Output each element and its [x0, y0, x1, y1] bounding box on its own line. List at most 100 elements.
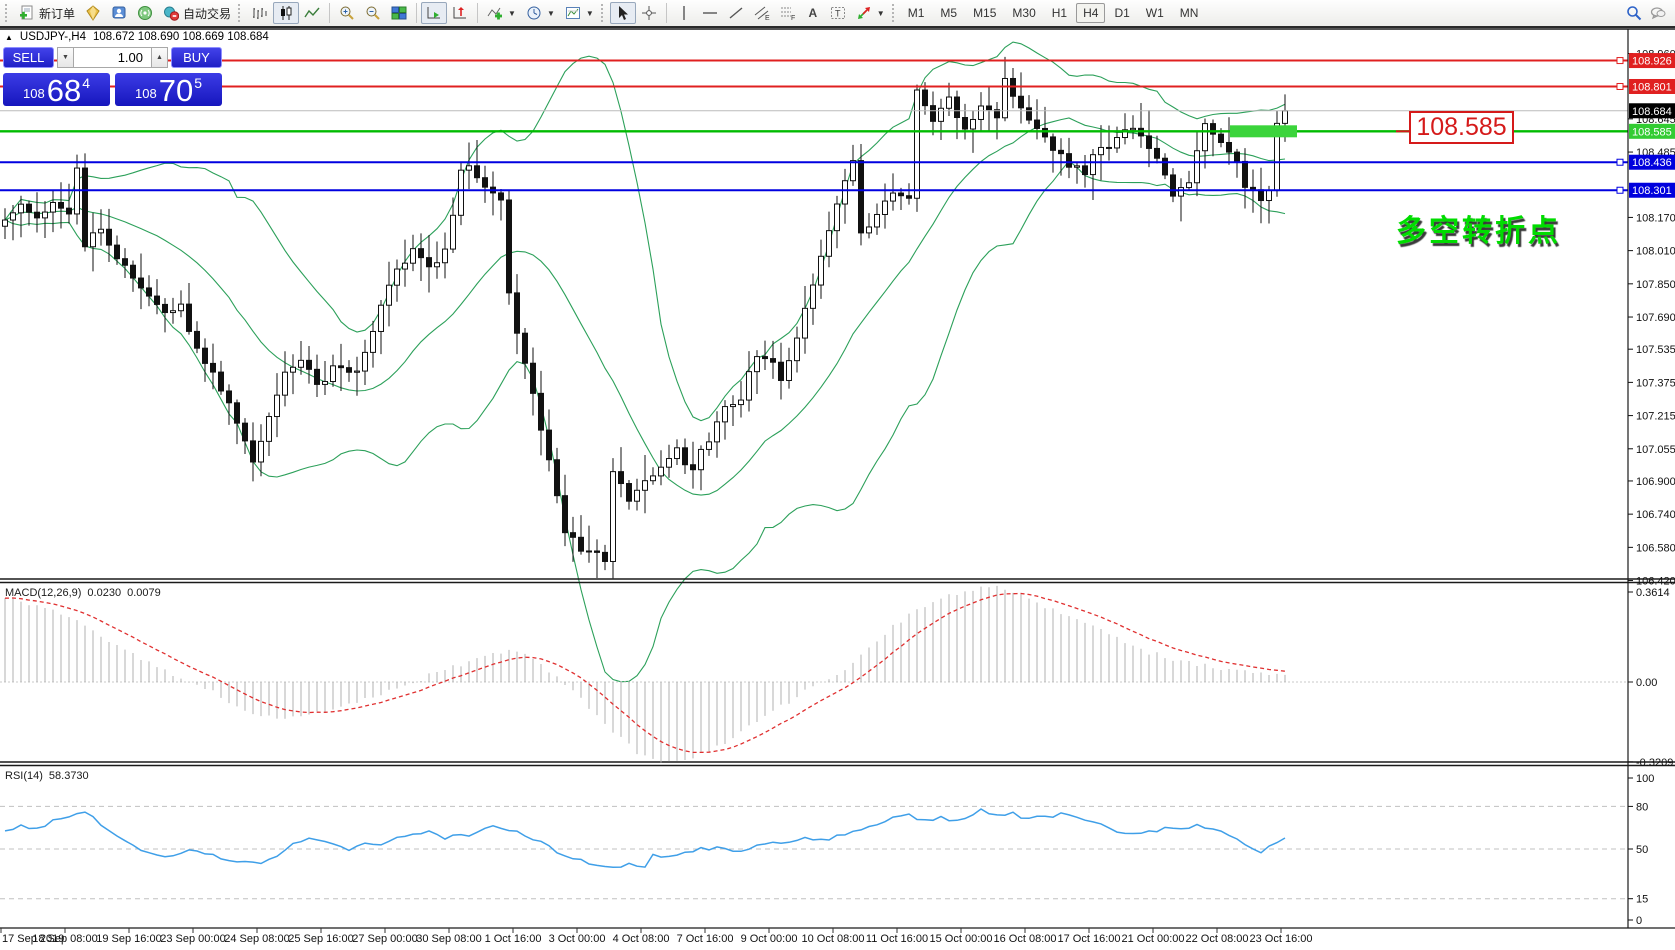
toolbar-separator: [477, 3, 479, 23]
svg-text:108.684: 108.684: [1632, 106, 1672, 118]
svg-text:18 Sep 08:00: 18 Sep 08:00: [32, 933, 97, 945]
svg-text:0.3614: 0.3614: [1636, 587, 1670, 599]
toolbar-grip[interactable]: [600, 4, 606, 22]
sell-button[interactable]: SELL: [3, 47, 54, 68]
volume-input[interactable]: [74, 47, 151, 68]
turning-point-annotation[interactable]: 多空转折点: [1396, 215, 1561, 248]
templates-button[interactable]: ▼: [560, 2, 599, 24]
svg-text:1 Oct 16:00: 1 Oct 16:00: [485, 933, 542, 945]
macd-axis: 0.3614 0.00 -0.3209: [1628, 587, 1673, 769]
indicators-button[interactable]: ▼: [482, 2, 521, 24]
timeframe-button-m30[interactable]: M30: [1005, 3, 1042, 23]
timeframe-button-w1[interactable]: W1: [1139, 3, 1171, 23]
svg-text:11 Oct 16:00: 11 Oct 16:00: [866, 933, 928, 945]
svg-text:17 Sep 2019: 17 Sep 2019: [2, 933, 64, 945]
rsi-axis: 100 80 50 15 0: [1628, 773, 1654, 927]
timeframe-button-mn[interactable]: MN: [1173, 3, 1206, 23]
zoom-out-icon: [366, 6, 380, 20]
auto-trading-button[interactable]: 自动交易: [158, 2, 236, 24]
arrows-button[interactable]: ▼: [851, 2, 890, 24]
chart-line-button[interactable]: [299, 2, 325, 24]
trendline-icon: [729, 7, 743, 19]
svg-text:16 Oct 08:00: 16 Oct 08:00: [994, 933, 1057, 945]
signals-button[interactable]: [132, 2, 158, 24]
svg-text:17 Oct 16:00: 17 Oct 16:00: [1058, 933, 1121, 945]
svg-text:19 Sep 16:00: 19 Sep 16:00: [96, 933, 161, 945]
price-level-annotation[interactable]: 108.585: [1409, 111, 1514, 144]
candlestick-icon: [281, 6, 292, 20]
search-icon[interactable]: [1626, 5, 1642, 21]
svg-text:50: 50: [1636, 844, 1648, 856]
timeframe-button-m1[interactable]: M1: [901, 3, 932, 23]
svg-text:15: 15: [1636, 894, 1648, 906]
candlesticks: [2, 56, 1288, 579]
timeframe-button-m5[interactable]: M5: [933, 3, 964, 23]
collapse-triangle-icon[interactable]: ▲: [5, 32, 13, 42]
svg-text:4 Oct 08:00: 4 Oct 08:00: [613, 933, 670, 945]
cursor-button[interactable]: [609, 2, 636, 24]
signal-icon: [138, 6, 153, 20]
fibonacci-icon: F: [780, 7, 795, 21]
svg-text:107.850: 107.850: [1636, 279, 1675, 291]
svg-text:23 Sep 00:00: 23 Sep 00:00: [160, 933, 225, 945]
sell-price-sup: 4: [82, 75, 90, 91]
sell-price-big: 68: [46, 73, 82, 108]
dropdown-caret-icon: ▼: [585, 8, 594, 18]
svg-text:107.535: 107.535: [1636, 344, 1675, 356]
auto-scroll-button[interactable]: [421, 2, 448, 24]
zoom-in-button[interactable]: [334, 2, 360, 24]
zoom-out-button[interactable]: [360, 2, 386, 24]
svg-text:0.00: 0.00: [1636, 677, 1657, 689]
buy-price-display[interactable]: 108 70 5: [115, 73, 222, 106]
fibonacci-button[interactable]: F: [775, 2, 801, 24]
timeframe-button-h1[interactable]: H1: [1045, 3, 1074, 23]
periods-button[interactable]: ▼: [521, 2, 560, 24]
macd-name: MACD(12,26,9): [5, 587, 82, 599]
chart-shift-button[interactable]: [447, 2, 473, 24]
svg-text:22 Oct 08:00: 22 Oct 08:00: [1186, 933, 1249, 945]
timeframe-group: M1 M5 M15 M30 H1 H4 D1 W1 MN: [901, 3, 1206, 23]
tile-windows-button[interactable]: [386, 2, 412, 24]
chat-icon[interactable]: [1650, 5, 1666, 21]
indicators-icon: [487, 7, 503, 20]
rsi-pane: [0, 805, 1628, 900]
buy-button[interactable]: BUY: [171, 47, 222, 68]
sell-price-display[interactable]: 108 68 4: [3, 73, 110, 106]
metaquotes-button[interactable]: [80, 2, 106, 24]
new-order-button[interactable]: 新订单: [14, 2, 80, 24]
svg-text:108.585: 108.585: [1632, 126, 1672, 138]
volume-decrease-button[interactable]: ▼: [57, 47, 74, 68]
toolbar-grip[interactable]: [5, 4, 10, 22]
mql5-community-button[interactable]: [106, 2, 132, 24]
toolbar-grip[interactable]: [891, 4, 897, 22]
template-icon: [565, 7, 580, 19]
svg-text:21 Oct 00:00: 21 Oct 00:00: [1122, 933, 1185, 945]
trendline-button[interactable]: [723, 2, 749, 24]
equidistant-channel-button[interactable]: E: [749, 2, 775, 24]
timeframe-button-m15[interactable]: M15: [966, 3, 1003, 23]
crosshair-button[interactable]: [636, 2, 662, 24]
timeframe-button-h4[interactable]: H4: [1076, 3, 1106, 23]
macd-label: MACD(12,26,9) 0.0230 0.0079: [5, 587, 161, 599]
text-label-button[interactable]: T: [825, 2, 851, 24]
tile-windows-icon: [391, 6, 407, 20]
price-level-lines[interactable]: [0, 57, 1628, 194]
line-chart-icon: [304, 7, 320, 18]
chart-bars-button[interactable]: [247, 2, 273, 24]
toolbar-separator: [665, 3, 667, 23]
horizontal-line-button[interactable]: [697, 2, 723, 24]
svg-text:108.926: 108.926: [1632, 56, 1672, 68]
chart-candles-button[interactable]: [273, 2, 300, 24]
svg-text:27 Sep 00:00: 27 Sep 00:00: [352, 933, 417, 945]
auto-trading-label: 自动交易: [183, 6, 232, 21]
text-button[interactable]: A: [801, 2, 825, 24]
user-icon: [112, 6, 126, 19]
vertical-line-button[interactable]: [671, 2, 697, 24]
volume-increase-button[interactable]: ▲: [151, 47, 168, 68]
text-label-icon: T: [830, 7, 845, 19]
timeframe-button-d1[interactable]: D1: [1107, 3, 1136, 23]
svg-text:108.301: 108.301: [1632, 185, 1672, 197]
horizontal-line-icon: [702, 12, 717, 14]
toolbar-grip[interactable]: [238, 4, 243, 22]
